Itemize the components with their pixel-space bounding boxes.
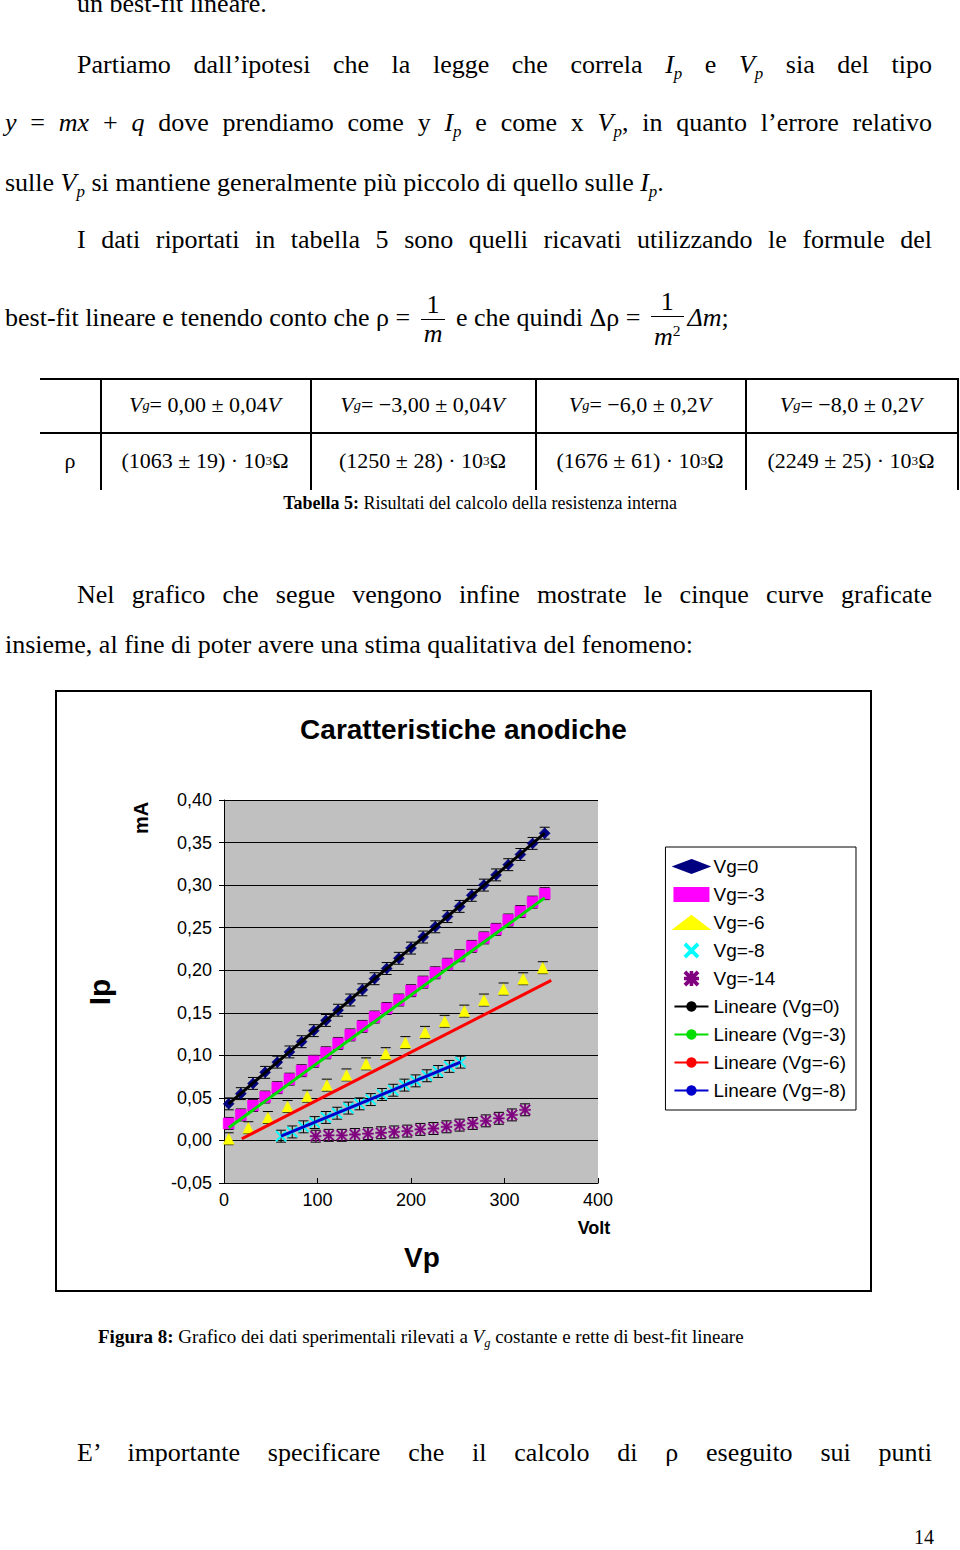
html-text:e che quindi Δρ =: e che quindi Δρ = [449, 302, 647, 332]
svg-text:400: 400 [583, 1190, 613, 1210]
svg-text:Vg=-6: Vg=-6 [713, 912, 764, 933]
svg-text:0,20: 0,20 [177, 960, 212, 980]
svg-text:0,25: 0,25 [177, 918, 212, 938]
svg-text:300: 300 [489, 1190, 519, 1210]
html-text:3Ω: 3Ω [483, 448, 506, 473]
svg-text:Lineare (Vg=-3): Lineare (Vg=-3) [713, 1024, 846, 1045]
svg-text:100: 100 [302, 1190, 332, 1210]
html-text:m: m [423, 319, 443, 349]
html-text:3Ω: 3Ω [700, 448, 724, 473]
svg-text:0: 0 [219, 1190, 229, 1210]
html-text:E’ importante specificare che: E’ importante specificare che il calcolo… [77, 1438, 932, 1467]
html-text:m2 Δm;: m2 Δm; [653, 302, 729, 352]
svg-text:Vg=-8: Vg=-8 [713, 940, 764, 961]
html-text:y = mx + q dove prendiamo come: y = mx + q dove prendiamo come y Ipe com… [5, 108, 932, 141]
svg-text:0,00: 0,00 [177, 1130, 212, 1150]
svg-text:Vg=-14: Vg=-14 [713, 968, 775, 989]
svg-text:Lineare (Vg=-8): Lineare (Vg=-8) [713, 1080, 846, 1101]
html-text:Vg= −6,0 ± 0,2 V: Vg= −6,0 ± 0,2 V [568, 392, 712, 417]
html-text:Partiamo dall’ipotesi che la l: Partiamo dall’ipotesi che la legge che c… [77, 50, 932, 83]
svg-text:0,40: 0,40 [177, 790, 212, 810]
svg-text:mA: mA [130, 802, 152, 834]
svg-text:200: 200 [396, 1190, 426, 1210]
html-text:I dati riportati in tabella 5: I dati riportati in tabella 5 sono quell… [77, 225, 932, 254]
html-text:ρ: ρ [64, 448, 76, 473]
html-text:insieme, al fine di poter aver: insieme, al fine di poter avere una stim… [5, 630, 693, 659]
html-text:3Ω: 3Ω [265, 448, 289, 473]
html-text:(2249 ± 25) · 10: (2249 ± 25) · 10 [767, 448, 912, 473]
svg-text:0,30: 0,30 [177, 875, 212, 895]
html-text:best-fit lineare e tenendo con: best-fit lineare e tenendo conto che ρ =… [5, 290, 440, 332]
svg-text:Vg=-3: Vg=-3 [713, 884, 764, 905]
svg-text:Vg=0: Vg=0 [713, 856, 758, 877]
html-text:(1676 ± 61) · 10: (1676 ± 61) · 10 [556, 448, 701, 473]
svg-text:Lineare (Vg=-6): Lineare (Vg=-6) [713, 1052, 846, 1073]
html-text:Tabella 5: Risultati del calco: Tabella 5: Risultati del calcolo della r… [283, 493, 677, 513]
html-text:Figura 8: Grafico dei dati spe: Figura 8: Grafico dei dati sperimentali … [98, 1326, 744, 1351]
svg-text:Vp: Vp [404, 1242, 440, 1273]
svg-text:0,15: 0,15 [177, 1003, 212, 1023]
html-text:Nel grafico che segue vengono: Nel grafico che segue vengono infine mos… [77, 580, 932, 609]
svg-text:0,10: 0,10 [177, 1045, 212, 1065]
svg-text:Lineare (Vg=0): Lineare (Vg=0) [713, 996, 839, 1017]
html-text:Vg= −3,00 ± 0,04 V: Vg= −3,00 ± 0,04 V [340, 392, 505, 417]
html-text:3Ω: 3Ω [911, 448, 935, 473]
svg-text:Volt: Volt [578, 1218, 611, 1238]
svg-text:Caratteristiche anodiche: Caratteristiche anodiche [300, 714, 627, 745]
html-text:Vg= 0,00 ± 0,04 V: Vg= 0,00 ± 0,04 V [129, 392, 281, 417]
svg-text:0,35: 0,35 [177, 833, 212, 853]
svg-text:0,05: 0,05 [177, 1088, 212, 1108]
html-text:Vg= −8,0 ± 0,2 V: Vg= −8,0 ± 0,2 V [779, 392, 923, 417]
svg-text:-0,05: -0,05 [171, 1173, 212, 1193]
html-text:(1063 ± 19) · 10: (1063 ± 19) · 10 [121, 448, 266, 473]
svg-text:Ip: Ip [83, 979, 116, 1006]
html-text:sulle Vpsi mantiene generalmen: sulle Vpsi mantiene generalmente più pic… [5, 168, 664, 201]
html-text:1: 1 [660, 287, 674, 316]
html-text:14: 14 [914, 1526, 934, 1548]
html-text:(1250 ± 28) · 10: (1250 ± 28) · 10 [339, 448, 483, 473]
